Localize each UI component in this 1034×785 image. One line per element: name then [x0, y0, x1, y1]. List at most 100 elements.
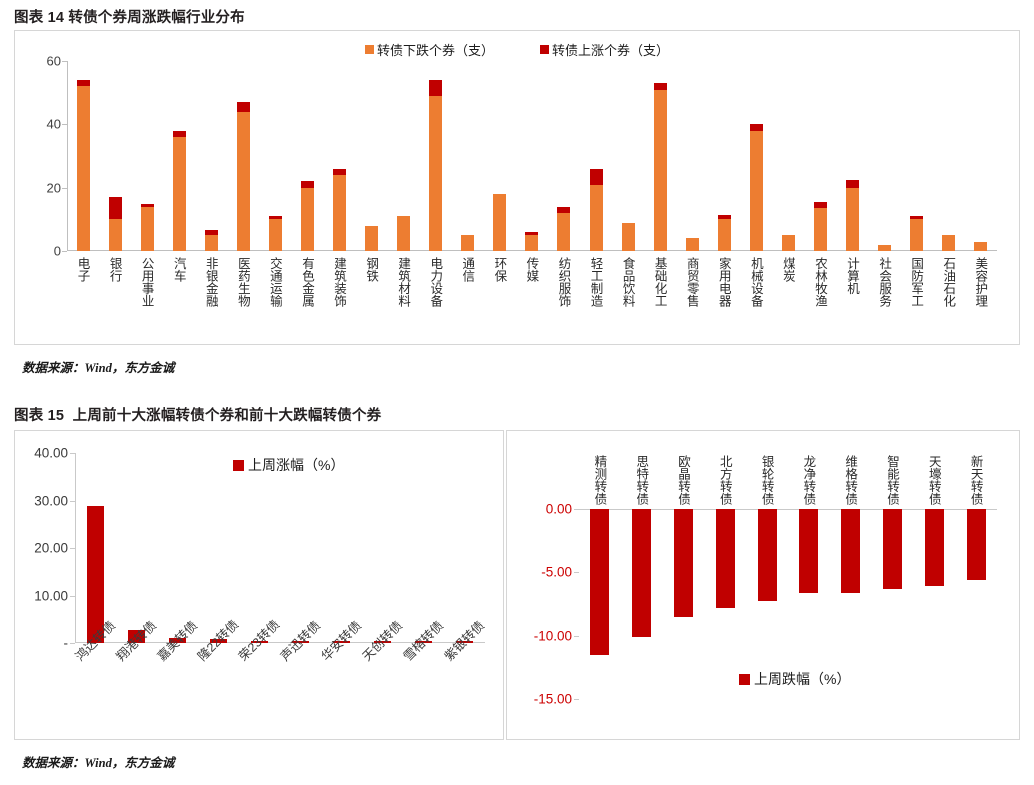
chart-14-x-label-slot: 建筑装饰 — [324, 255, 356, 341]
chart-15-left-y-tick-label: 20.00 — [34, 540, 68, 556]
figure-15-right-panel: 精测转债 思特转债 欧晶转债 北方转债 银轮转债 龙净转债 维格转债 智能转债 天壕转债 新天转债… — [506, 430, 1020, 740]
chart-14-x-label: 社会服务 — [877, 257, 892, 307]
chart-14-x-label-slot: 商贸零售 — [676, 255, 708, 341]
chart-15-left-y-tick-label: 40.00 — [34, 445, 68, 461]
chart-14-bar-column — [837, 61, 869, 251]
chart-14-bar-column — [580, 61, 612, 251]
chart-14-x-label: 国防军工 — [909, 257, 924, 307]
chart-14-bar-segment-down — [397, 216, 411, 251]
chart-15-right-x-label-slot: 北方转债 — [704, 445, 746, 507]
chart-14-y-tick-mark — [62, 251, 67, 252]
chart-14-y-tick-label: 20 — [46, 180, 61, 196]
chart-14-bar-segment-down — [429, 95, 443, 251]
chart-14-x-label: 石油石化 — [941, 257, 956, 307]
chart-15-right-x-label-slot: 天壕转债 — [913, 445, 955, 507]
chart-15-right-zero-line — [579, 509, 997, 510]
chart-14-x-label-slot: 基础化工 — [644, 255, 676, 341]
chart-15-left-bar — [87, 506, 104, 643]
chart-15-left-x-label-slot: 鸿达转债 — [72, 618, 117, 733]
chart-14-x-label: 轻工制造 — [588, 257, 603, 307]
legend-label-down: 转债下跌个券（支） — [376, 43, 494, 58]
chart-14-bar-column — [259, 61, 291, 251]
chart-14-x-label: 商贸零售 — [684, 257, 699, 307]
chart-14-x-label: 基础化工 — [652, 257, 667, 307]
chart-14-stacked-bar — [172, 130, 186, 251]
figure-14-chart-panel: 转债下跌个券（支） 转债上涨个券（支） 0 20 40 60 电子 银行 公用事业 汽车 非银… — [14, 30, 1020, 345]
chart-15-right-bar-column — [746, 509, 788, 699]
chart-15-left-bar-group — [75, 453, 485, 643]
chart-14-bar-segment-up — [749, 124, 763, 131]
chart-14-x-label-slot: 社会服务 — [869, 255, 901, 341]
figure-15-title: 图表 15 上周前十大涨幅转债个券和前十大跌幅转债个券 — [14, 404, 381, 425]
chart-14-bar-segment-up — [333, 168, 347, 175]
chart-14-x-label: 计算机 — [845, 257, 860, 295]
chart-15-right-y-tick-mark — [574, 509, 579, 510]
chart-14-stacked-bar — [749, 124, 763, 251]
chart-14-x-label: 建筑材料 — [396, 257, 411, 307]
chart-14-bar-segment-down — [461, 235, 475, 251]
chart-15-right-bar-column — [913, 509, 955, 699]
chart-14-stacked-bar — [717, 214, 731, 251]
chart-14-bar-segment-up — [140, 203, 154, 207]
chart-14-x-label: 环保 — [492, 257, 507, 282]
figure-14-title-text: 转债个券周涨跌幅行业分布 — [68, 10, 245, 26]
chart-15-left-bar-column — [239, 453, 280, 643]
chart-14-bar-column — [516, 61, 548, 251]
legend-swatch-orange — [364, 45, 374, 54]
chart-14-bar-segment-up — [172, 130, 186, 137]
chart-14-x-labels: 电子 银行 公用事业 汽车 非银金融 医药生物 交通运输 有色金属 建筑装饰 钢铁 建筑材料 电力设备… — [67, 255, 997, 341]
legend-item-up: 转债上涨个券（支） — [540, 40, 669, 59]
chart-14-bar-column — [548, 61, 580, 251]
chart-15-left-bar — [374, 641, 391, 643]
chart-15-left-bar — [333, 640, 350, 643]
chart-15-right-y-tick-label: -15.00 — [533, 691, 572, 707]
chart-14-bar-column — [99, 61, 131, 251]
chart-14-x-label: 非银金融 — [203, 257, 218, 307]
chart-15-left-y-axis — [75, 453, 76, 643]
chart-14-bar-segment-up — [717, 214, 731, 220]
chart-15-right-y-tick-label: -5.00 — [541, 564, 572, 580]
chart-14-x-label: 钢铁 — [364, 257, 379, 282]
chart-14-bar-segment-down — [493, 194, 507, 251]
chart-15-right-bar-column — [663, 509, 705, 699]
chart-14-bar-column — [131, 61, 163, 251]
chart-14-x-label-slot: 计算机 — [837, 255, 869, 341]
chart-15-right-x-label-slot: 维格转债 — [830, 445, 872, 507]
chart-15-right-y-tick-mark — [574, 699, 579, 700]
chart-15-left-bar — [292, 640, 309, 643]
chart-14-x-label: 电子 — [75, 257, 90, 282]
chart-15-left-bar-column — [321, 453, 362, 643]
chart-14-bar-segment-down — [589, 184, 603, 251]
chart-15-right-x-label: 龙净转债 — [801, 455, 816, 505]
chart-15-left-legend: 上周涨幅（%） — [233, 455, 344, 475]
chart-14-stacked-bar — [365, 225, 379, 251]
chart-15-right-x-label-slot: 龙净转债 — [788, 445, 830, 507]
chart-14-stacked-bar — [781, 235, 795, 251]
chart-14-x-label: 有色金属 — [299, 257, 314, 307]
chart-14-y-axis — [67, 61, 68, 251]
chart-14-y-tick-mark — [62, 61, 67, 62]
chart-14-y-tick-mark — [62, 187, 67, 189]
chart-14-bar-segment-down — [653, 89, 667, 251]
chart-14-x-label: 电力设备 — [428, 257, 443, 307]
chart-14-bar-column — [676, 61, 708, 251]
chart-14-bar-segment-up — [846, 179, 860, 188]
chart-14-x-label: 传媒 — [524, 257, 539, 282]
chart-14-legend: 转债下跌个券（支） 转债上涨个券（支） — [15, 40, 1019, 59]
chart-15-left-plot-area: 40.00 30.00 20.00 10.00 - — [34, 446, 485, 651]
chart-14-bar-segment-up — [76, 80, 90, 87]
chart-15-left-x-label-slot: 天创转债 — [359, 618, 404, 733]
chart-15-left-y-tick-mark — [70, 595, 75, 597]
chart-15-right-x-labels: 精测转债 思特转债 欧晶转债 北方转债 银轮转债 龙净转债 维格转债 智能转债 天壕转债 新天转债 — [579, 445, 997, 507]
chart-15-left-x-label-slot: 华安转债 — [318, 618, 363, 733]
chart-14-y-tick-label: 40 — [46, 116, 61, 132]
chart-14-bar-column — [452, 61, 484, 251]
chart-15-left-bar-column — [75, 453, 116, 643]
chart-14-x-label-slot: 医药生物 — [227, 255, 259, 341]
chart-14-bar-segment-up — [813, 201, 827, 209]
chart-14-stacked-bar — [685, 238, 699, 251]
chart-14-bar-segment-down — [878, 244, 892, 251]
chart-14-bar-column — [644, 61, 676, 251]
chart-15-left-x-label-slot: 嘉美转债 — [154, 618, 199, 733]
chart-14-bar-segment-down — [268, 219, 282, 251]
